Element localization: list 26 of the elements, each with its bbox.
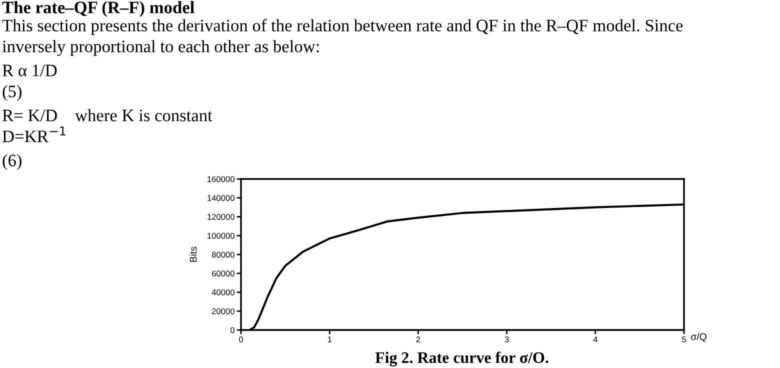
text: R= K/D where K is constant: [2, 109, 212, 122]
x-axis-title: σ/Q: [691, 333, 706, 342]
y-tick-label: 80000: [212, 252, 234, 258]
text: D=KR$^{−1}$: [2, 126, 66, 142]
y-axis-title: Bits: [190, 246, 197, 262]
y-tick-label: 20000: [212, 308, 234, 314]
y-tick-label: 140000: [208, 195, 234, 201]
text: (5): [2, 85, 22, 101]
y-tick-label: 40000: [212, 289, 234, 296]
x-tick-label: 3: [504, 336, 509, 342]
text: (6): [2, 154, 22, 170]
x-tick-label: 5: [682, 336, 686, 342]
text: R α 1/D: [2, 64, 57, 76]
y-tick-label: 100000: [208, 232, 234, 239]
text: inversely proportional to each other as below:: [2, 40, 319, 56]
x-tick-label: 2: [416, 336, 420, 342]
text: The rate–QF (R–F) model: [2, 1, 194, 17]
text: This section presents the derivation of the relation between rate and QF in the R–QF model. Since: [2, 19, 683, 35]
y-tick-label: 0: [230, 327, 234, 334]
y-tick-label: 160000: [208, 176, 234, 182]
x-tick-label: 0: [239, 336, 243, 342]
x-tick-label: 1: [328, 336, 332, 342]
y-tick-label: 60000: [212, 270, 234, 276]
caption: Fig 2. Rate curve for σ/O.: [375, 352, 548, 366]
y-tick-label: 120000: [208, 214, 234, 220]
x-tick-label: 4: [593, 336, 598, 342]
